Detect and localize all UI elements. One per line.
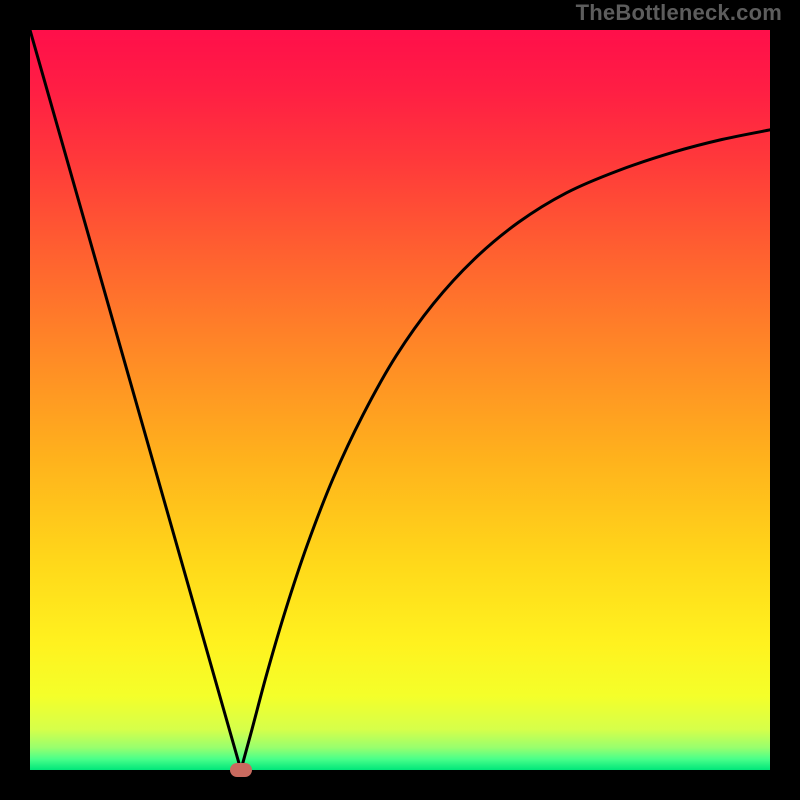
bottleneck-curve xyxy=(30,30,770,770)
optimum-marker xyxy=(230,763,252,777)
watermark-label: TheBottleneck.com xyxy=(576,0,782,26)
chart-frame: TheBottleneck.com xyxy=(0,0,800,800)
plot-area xyxy=(30,30,770,770)
